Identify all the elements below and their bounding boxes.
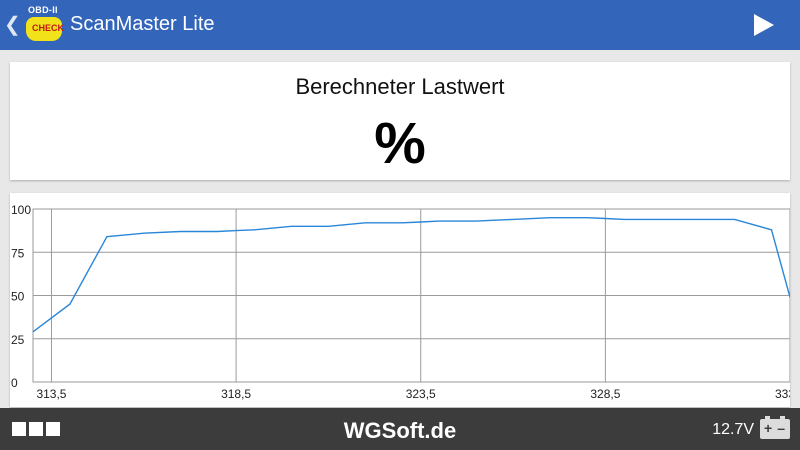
line-chart: 100 75 50 25 0 313,5 318,5 323,5 328,5 333,5 xyxy=(11,203,790,401)
bottom-bar: WGSoft.de 12.7V + – xyxy=(0,408,800,450)
back-chevron-icon[interactable]: ❮ xyxy=(4,14,21,36)
obd-check-logo: OBD-II CHECK xyxy=(26,5,64,45)
brand-text: WGSoft.de xyxy=(343,418,457,443)
play-icon[interactable] xyxy=(754,14,774,36)
view-square-2-icon xyxy=(29,422,43,436)
view-square-3-icon xyxy=(46,422,60,436)
x-tick-label: 323,5 xyxy=(406,387,436,401)
check-engine-icon: CHECK xyxy=(26,17,65,41)
view-mode-icon[interactable] xyxy=(12,422,63,441)
y-tick-label: 50 xyxy=(11,290,25,304)
logo-top-text: OBD-II xyxy=(28,5,58,15)
x-tick-label: 333,5 xyxy=(775,387,790,401)
app-bar: ❮ OBD-II CHECK ScanMaster Lite xyxy=(0,0,800,50)
battery-plus-icon: + xyxy=(764,420,773,436)
view-square-1-icon xyxy=(12,422,26,436)
sensor-name: Berechneter Lastwert xyxy=(295,74,505,99)
battery-icon: + – xyxy=(760,416,790,439)
y-tick-label: 75 xyxy=(11,246,25,260)
battery-minus-icon: – xyxy=(777,420,785,436)
y-tick-label: 25 xyxy=(11,333,25,347)
logo-badge-text: CHECK xyxy=(32,23,65,33)
x-tick-label: 328,5 xyxy=(590,387,620,401)
x-tick-label: 313,5 xyxy=(36,387,66,401)
sensor-unit: % xyxy=(374,111,426,176)
app-title: ScanMaster Lite xyxy=(70,13,215,35)
series-line xyxy=(32,217,790,333)
y-tick-label: 0 xyxy=(11,376,18,390)
chart-card: 100 75 50 25 0 313,5 318,5 323,5 328,5 333,5 xyxy=(10,193,790,407)
x-tick-label: 318,5 xyxy=(221,387,251,401)
sensor-card: Berechneter Lastwert % xyxy=(10,62,790,180)
voltage-readout: 12.7V xyxy=(712,421,754,438)
y-tick-label: 100 xyxy=(11,203,31,217)
